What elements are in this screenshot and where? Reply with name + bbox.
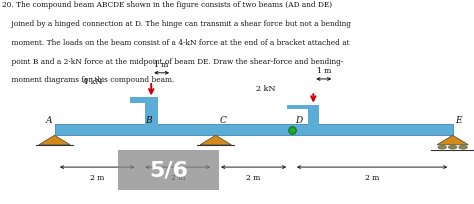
Text: A: A: [46, 115, 52, 124]
FancyBboxPatch shape: [130, 98, 158, 104]
Text: joined by a hinged connection at D. The hinge can transmit a shear force but not: joined by a hinged connection at D. The …: [2, 20, 351, 28]
Text: 1 m: 1 m: [155, 60, 169, 68]
Text: 2 m: 2 m: [246, 173, 261, 181]
Text: 2 m: 2 m: [171, 173, 185, 181]
Text: 2 m: 2 m: [90, 173, 104, 181]
Polygon shape: [437, 136, 468, 145]
Text: moment. The loads on the beam consist of a 4-kN force at the end of a bracket at: moment. The loads on the beam consist of…: [2, 39, 350, 47]
Text: 1 m: 1 m: [317, 67, 331, 74]
Polygon shape: [200, 136, 231, 145]
FancyBboxPatch shape: [118, 150, 219, 190]
Circle shape: [459, 146, 467, 149]
Text: moment diagrams for this compound beam.: moment diagrams for this compound beam.: [2, 76, 175, 84]
Text: D: D: [295, 115, 302, 124]
Circle shape: [438, 146, 447, 149]
Text: E: E: [455, 115, 462, 124]
Text: 2 kN: 2 kN: [256, 85, 275, 93]
Text: point B and a 2-kN force at the midpoint of beam DE. Draw the shear-force and be: point B and a 2-kN force at the midpoint…: [2, 57, 344, 65]
Text: 5/6: 5/6: [149, 160, 188, 180]
Text: 2 m: 2 m: [365, 173, 379, 181]
FancyBboxPatch shape: [55, 124, 453, 136]
Text: 4 kN: 4 kN: [83, 78, 102, 86]
Text: 20. The compound beam ABCDE shown in the figure consists of two beams (AD and DE: 20. The compound beam ABCDE shown in the…: [2, 1, 332, 9]
FancyBboxPatch shape: [308, 105, 319, 125]
Polygon shape: [39, 136, 70, 145]
Circle shape: [448, 146, 457, 149]
Text: B: B: [145, 115, 152, 124]
FancyBboxPatch shape: [145, 98, 158, 125]
Text: C: C: [219, 115, 226, 124]
FancyBboxPatch shape: [287, 105, 319, 110]
